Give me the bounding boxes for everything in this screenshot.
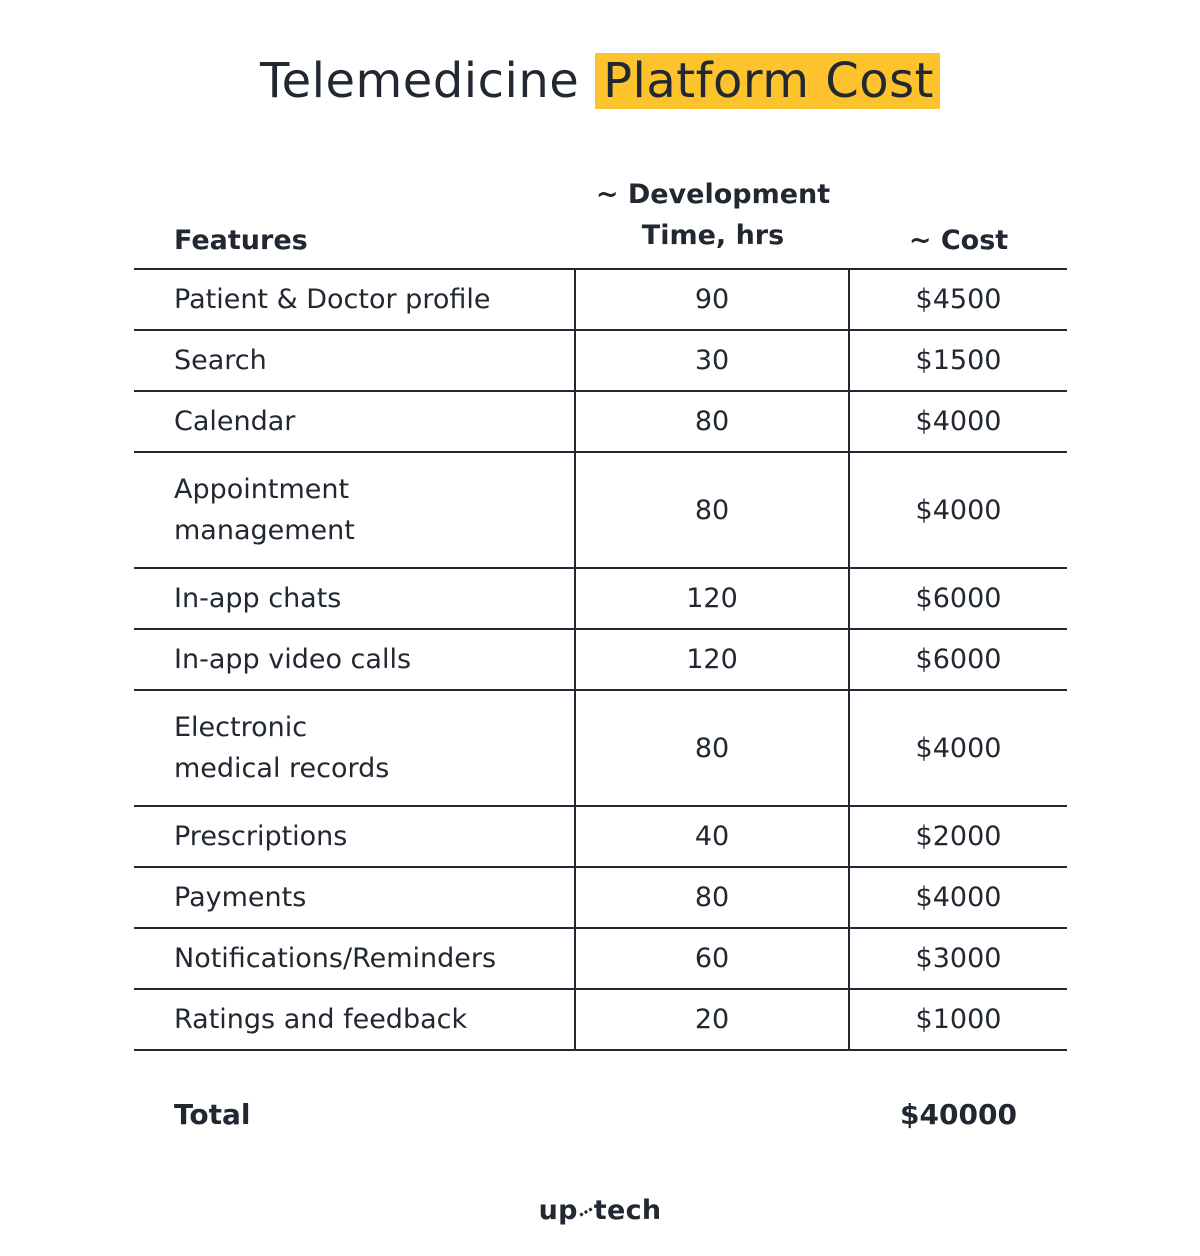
table-row: Prescriptions 40 $2000 (134, 807, 1067, 868)
feature-cell: Appointment management (134, 453, 576, 567)
logo-text-left: up (538, 1195, 578, 1226)
table-row: Search 30 $1500 (134, 331, 1067, 392)
table-row: Patient & Doctor profile 90 $4500 (134, 270, 1067, 331)
feature-cell: Notifications/Reminders (134, 929, 576, 988)
cost-cell: $1000 (915, 1004, 1002, 1035)
hours-cell: 30 (576, 331, 850, 390)
feature-cell: Prescriptions (134, 807, 576, 866)
table-row: Payments 80 $4000 (134, 868, 1067, 929)
table-row: In-app chats 120 $6000 (134, 569, 1067, 630)
total-cost: $40000 (900, 1098, 1017, 1131)
cost-cell: $6000 (915, 644, 1002, 675)
hours-cell: 80 (576, 868, 850, 927)
table-row: Appointment management 80 $4000 (134, 453, 1067, 569)
header-time-line-1: ~ Development (595, 179, 831, 210)
feature-cell: Electronic medical records (134, 691, 576, 805)
page-title: Telemedicine Platform Cost (0, 50, 1200, 112)
feature-cell: Patient & Doctor profile (134, 270, 576, 329)
title-part-1: Telemedicine (259, 53, 580, 109)
total-label: Total (174, 1098, 251, 1131)
hours-cell: 40 (576, 807, 850, 866)
hours-cell: 80 (576, 691, 850, 805)
hours-cell: 20 (576, 990, 850, 1049)
feature-cell: Search (134, 331, 576, 390)
table-row: Electronic medical records 80 $4000 (134, 691, 1067, 807)
table-row: Notifications/Reminders 60 $3000 (134, 929, 1067, 990)
total-row: Total $40000 (134, 1092, 1067, 1140)
title-highlight: Platform Cost (595, 53, 940, 109)
logo-mark-icon (579, 1206, 593, 1217)
table-row: Calendar 80 $4000 (134, 392, 1067, 453)
cost-cell: $4000 (915, 494, 1002, 526)
header-development-time: ~ Development Time, hrs (576, 174, 850, 256)
header-features: Features (174, 225, 308, 256)
table-header: Features ~ Development Time, hrs ~ Cost (134, 178, 1067, 270)
cost-cell: $4000 (915, 406, 1002, 437)
cost-table: Features ~ Development Time, hrs ~ Cost … (134, 178, 1067, 1051)
hours-cell: 120 (576, 569, 850, 628)
hours-cell: 60 (576, 929, 850, 988)
header-time-line-2: Time, hrs (641, 220, 785, 251)
feature-cell: In-app chats (134, 569, 576, 628)
brand-logo: up tech (0, 1195, 1200, 1226)
logo-text-right: tech (593, 1195, 662, 1226)
feature-cell: Payments (134, 868, 576, 927)
cost-cell: $4500 (915, 284, 1002, 315)
cost-cell: $2000 (915, 821, 1002, 852)
cost-cell: $1500 (915, 345, 1002, 376)
cost-cell: $6000 (915, 583, 1002, 614)
feature-cell: Calendar (134, 392, 576, 451)
cost-cell: $4000 (915, 732, 1002, 764)
table-row: In-app video calls 120 $6000 (134, 630, 1067, 691)
hours-cell: 80 (576, 392, 850, 451)
hours-cell: 120 (576, 630, 850, 689)
table-row: Ratings and feedback 20 $1000 (134, 990, 1067, 1051)
cost-cell: $4000 (915, 882, 1002, 913)
header-cost: ~ Cost (908, 225, 1009, 256)
feature-cell: In-app video calls (134, 630, 576, 689)
feature-cell: Ratings and feedback (134, 990, 576, 1049)
hours-cell: 90 (576, 270, 850, 329)
cost-cell: $3000 (915, 943, 1002, 974)
hours-cell: 80 (576, 453, 850, 567)
